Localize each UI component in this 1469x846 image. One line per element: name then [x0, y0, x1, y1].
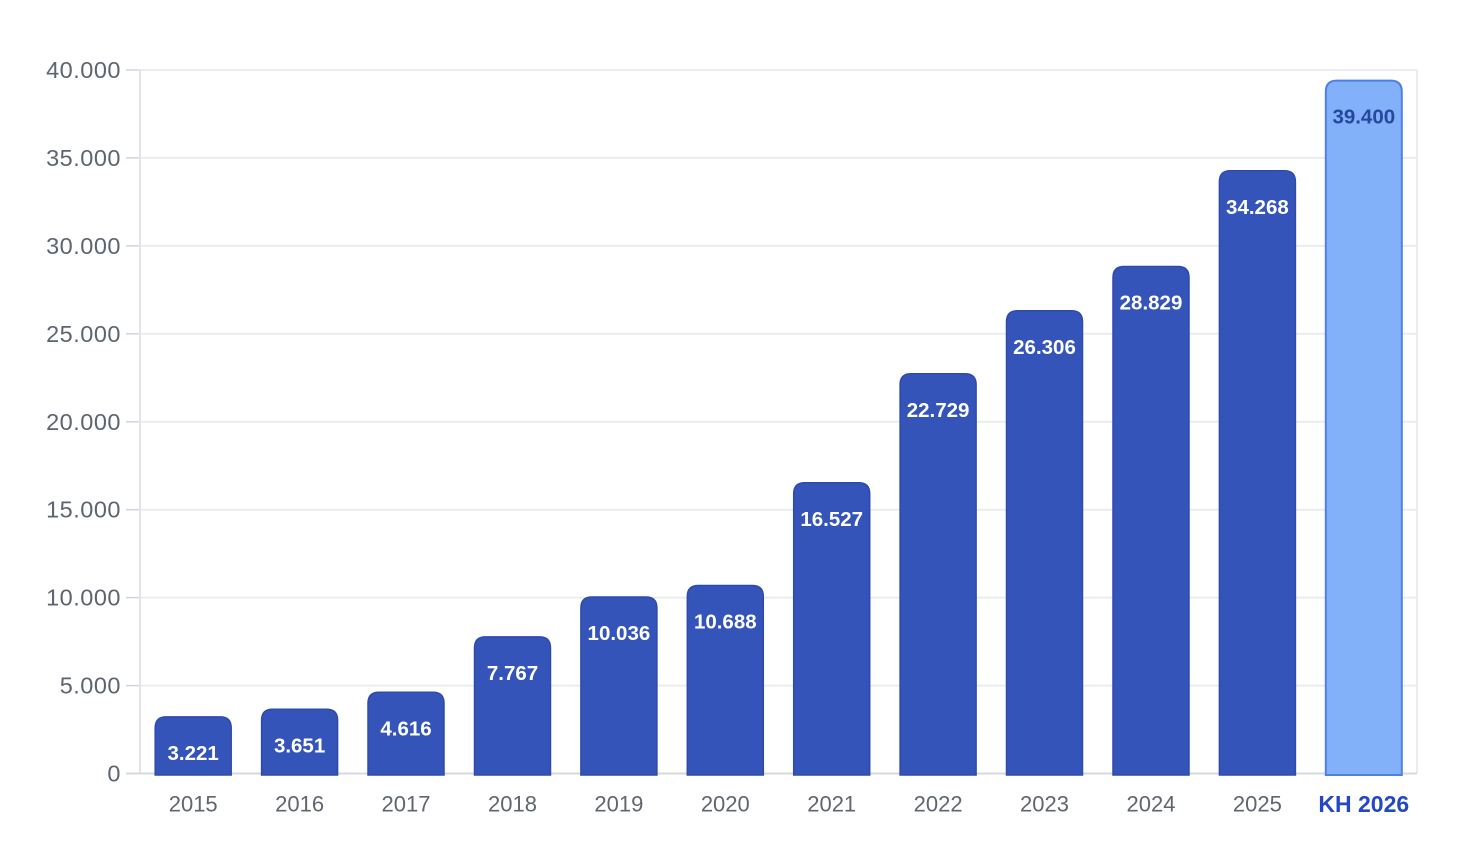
svg-text:30.000: 30.000	[46, 233, 121, 259]
svg-text:16.527: 16.527	[800, 508, 863, 531]
svg-text:2015: 2015	[169, 792, 218, 817]
svg-text:2024: 2024	[1127, 792, 1176, 817]
svg-text:10.036: 10.036	[588, 622, 651, 645]
svg-text:26.306: 26.306	[1013, 336, 1076, 359]
svg-text:KH 2026: KH 2026	[1318, 791, 1409, 817]
svg-text:3.221: 3.221	[168, 742, 219, 765]
svg-text:2025: 2025	[1233, 792, 1282, 817]
svg-text:2016: 2016	[275, 792, 324, 817]
svg-text:15.000: 15.000	[46, 497, 121, 523]
svg-text:25.000: 25.000	[46, 321, 121, 347]
svg-text:7.767: 7.767	[487, 662, 538, 685]
svg-text:28.829: 28.829	[1120, 292, 1183, 315]
svg-text:4.616: 4.616	[380, 717, 431, 740]
svg-text:2018: 2018	[488, 792, 537, 817]
svg-text:2019: 2019	[594, 792, 643, 817]
svg-text:2023: 2023	[1020, 792, 1069, 817]
svg-text:3.651: 3.651	[274, 734, 325, 757]
svg-text:35.000: 35.000	[46, 145, 121, 171]
svg-text:39.400: 39.400	[1332, 106, 1395, 129]
svg-text:2021: 2021	[807, 792, 856, 817]
svg-text:2020: 2020	[701, 792, 750, 817]
svg-text:0: 0	[107, 761, 121, 787]
svg-text:34.268: 34.268	[1226, 196, 1289, 219]
svg-text:22.729: 22.729	[907, 399, 970, 422]
svg-text:10.688: 10.688	[694, 611, 757, 634]
svg-text:5.000: 5.000	[60, 673, 121, 699]
svg-text:10.000: 10.000	[46, 585, 121, 611]
svg-text:2022: 2022	[914, 792, 963, 817]
svg-text:20.000: 20.000	[46, 409, 121, 435]
svg-text:2017: 2017	[382, 792, 431, 817]
svg-text:40.000: 40.000	[46, 57, 121, 83]
